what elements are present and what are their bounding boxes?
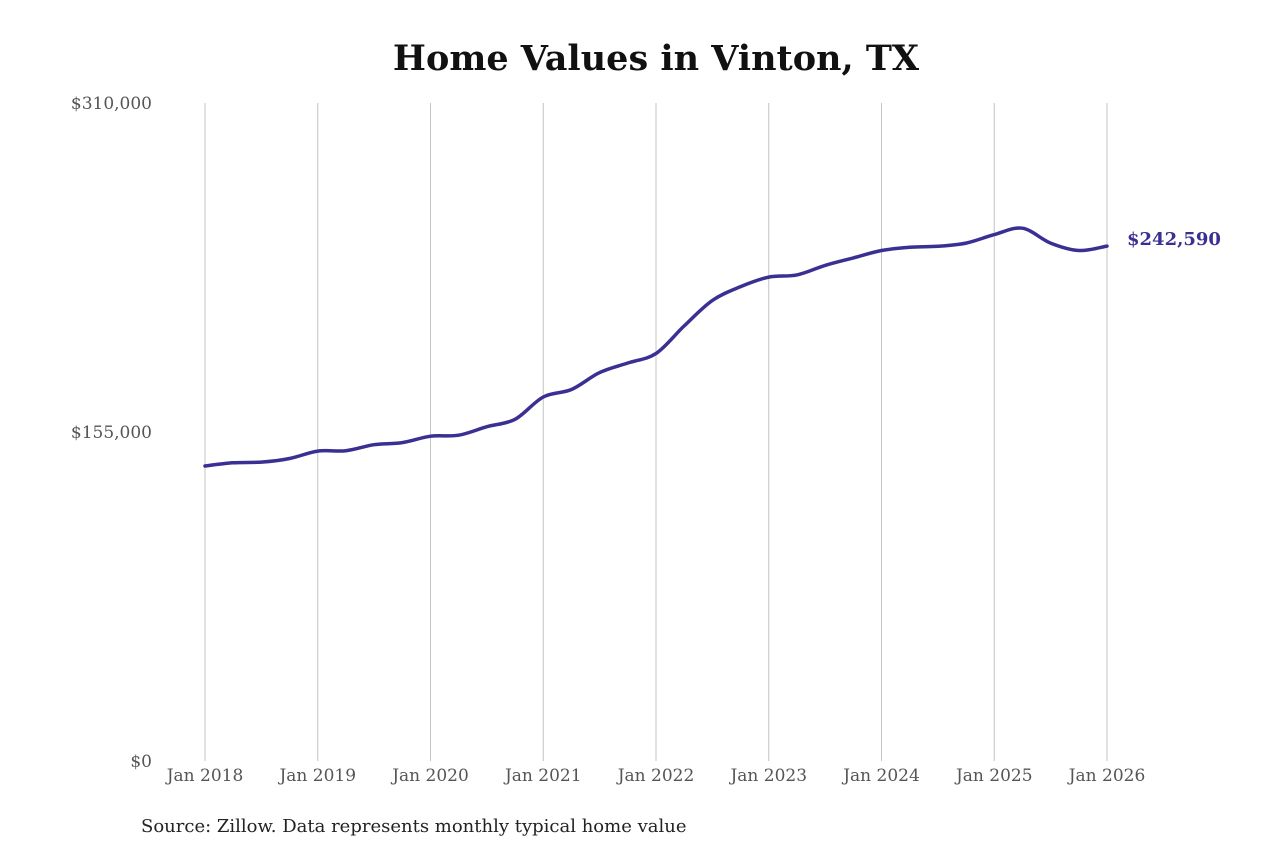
x-tick-label: Jan 2025	[954, 766, 1033, 786]
end-value-label: $242,590	[1127, 229, 1221, 250]
series-line	[203, 226, 1109, 468]
x-tick-label: Jan 2020	[390, 766, 469, 786]
y-axis-ticks: $0 $155,000 $310,000	[71, 94, 152, 772]
source-note: Source: Zillow. Data represents monthly …	[141, 816, 687, 837]
chart-title: Home Values in Vinton, TX	[392, 38, 920, 79]
y-tick-label: $0	[130, 752, 152, 772]
x-tick-label: Jan 2018	[165, 766, 244, 786]
x-tick-label: Jan 2021	[503, 766, 582, 786]
x-axis-ticks: Jan 2018 Jan 2019 Jan 2020 Jan 2021 Jan 2022…	[165, 766, 1146, 786]
grid-lines	[204, 103, 1108, 761]
x-tick-label: Jan 2022	[616, 766, 695, 786]
x-tick-label: Jan 2026	[1067, 766, 1146, 786]
x-tick-label: Jan 2019	[277, 766, 356, 786]
x-tick-label: Jan 2024	[841, 766, 920, 786]
y-tick-label: $310,000	[71, 94, 152, 114]
y-tick-label: $155,000	[71, 423, 152, 443]
x-tick-label: Jan 2023	[728, 766, 807, 786]
